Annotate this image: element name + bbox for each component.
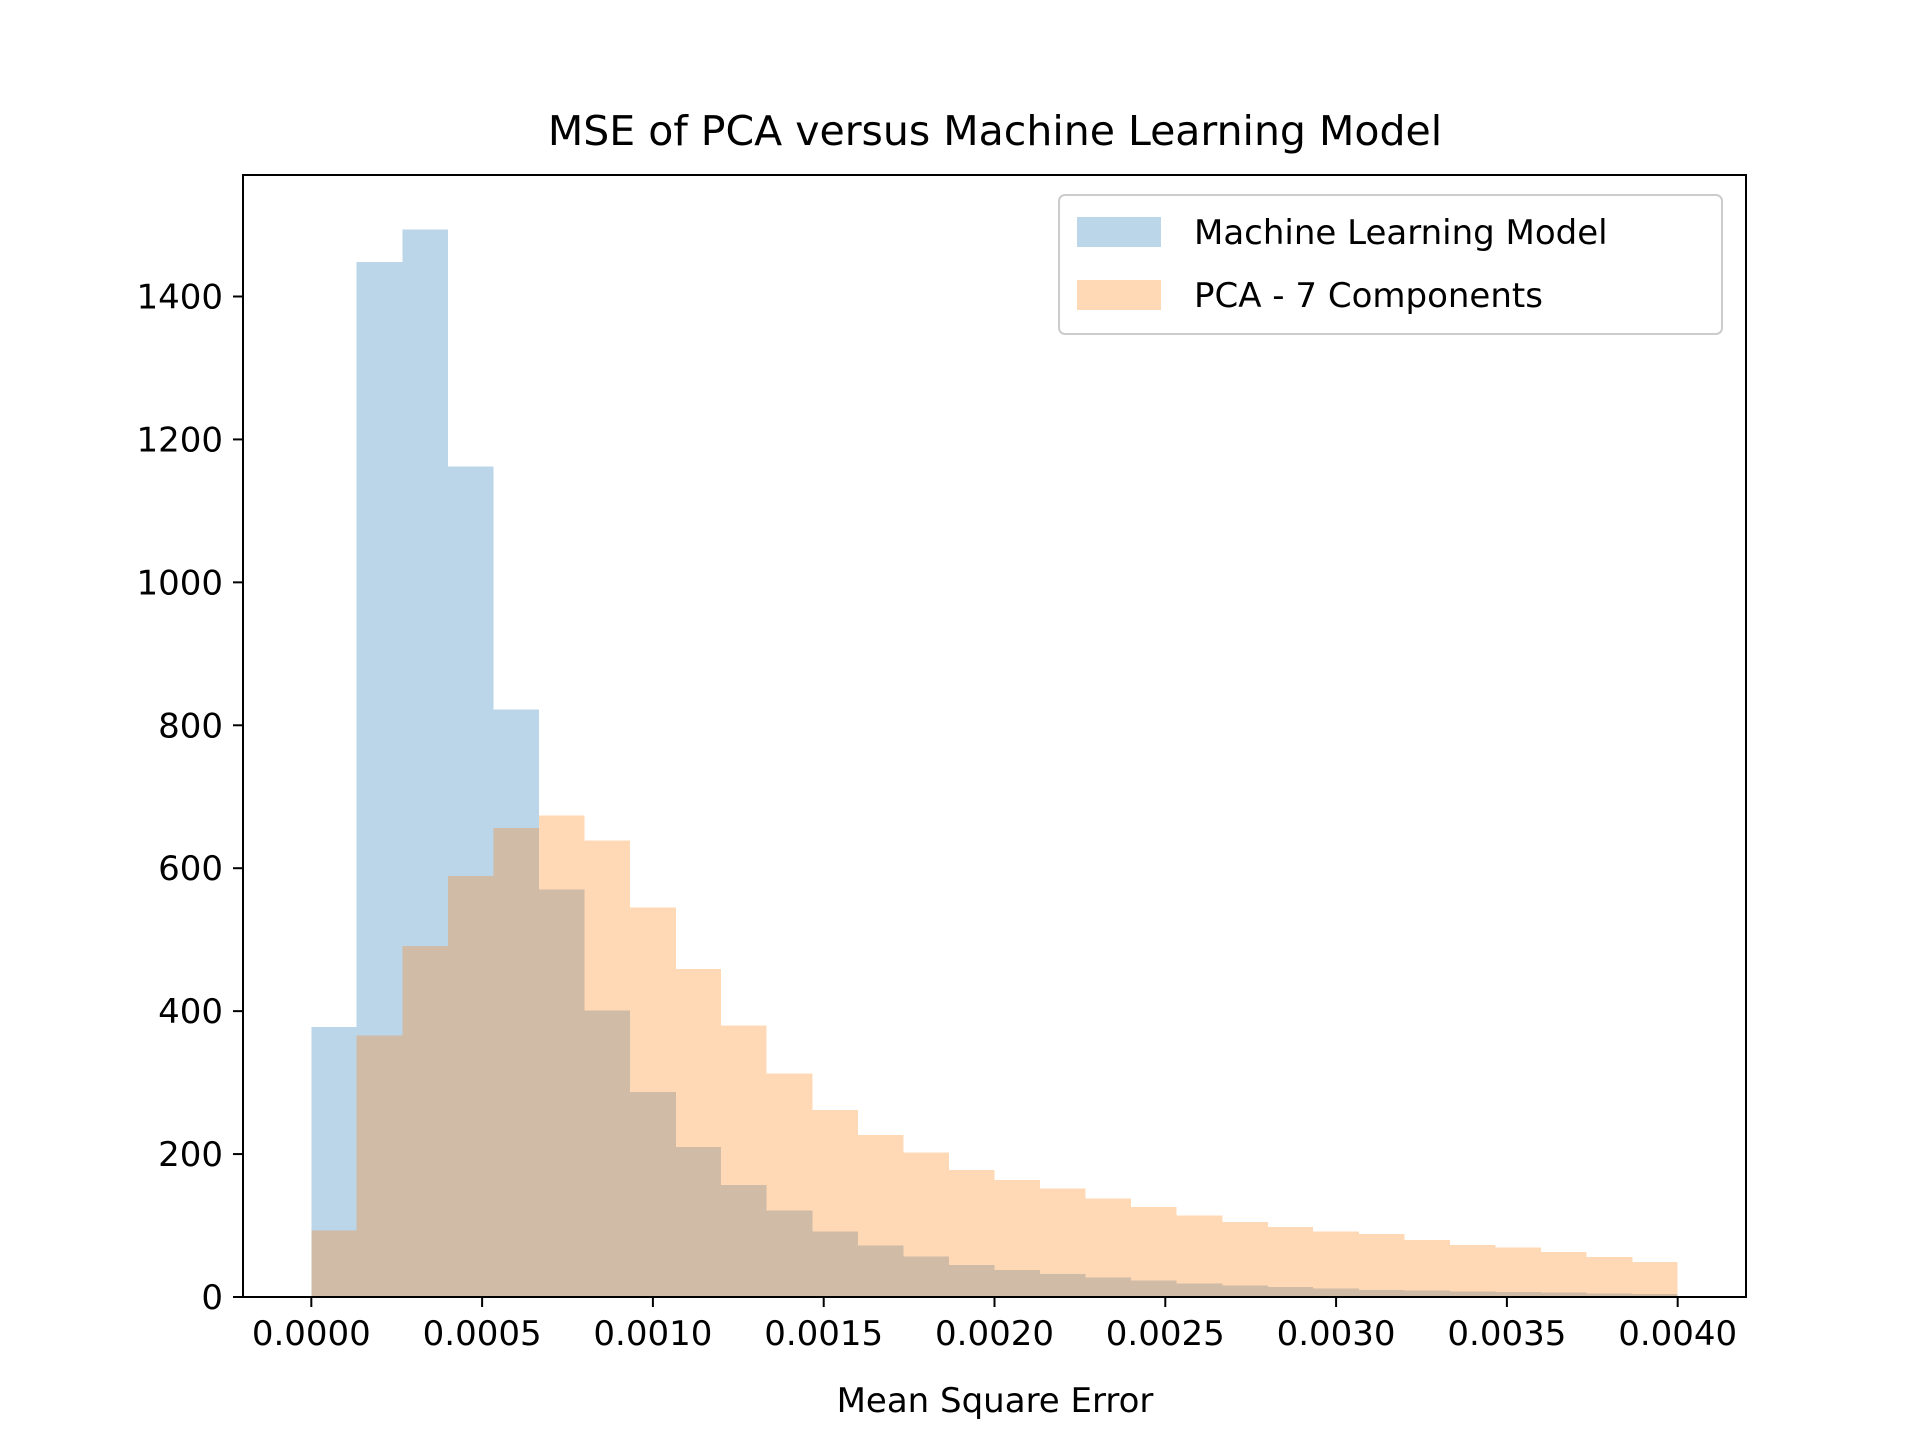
bar-pca-7-components-11	[812, 1109, 858, 1297]
bar-machine-learning-model-24	[1404, 1290, 1450, 1297]
bar-machine-learning-model-9	[721, 1184, 767, 1297]
bar-pca-7-components-8	[675, 968, 722, 1297]
bar-machine-learning-model-10	[766, 1210, 813, 1297]
bar-pca-7-components-3	[447, 876, 494, 1297]
x-tick-label: 0.0005	[423, 1314, 542, 1354]
bar-machine-learning-model-14	[949, 1264, 995, 1297]
y-tick-label: 800	[158, 706, 223, 746]
bar-machine-learning-model-7	[630, 1091, 676, 1297]
bar-machine-learning-model-12	[857, 1245, 904, 1297]
bar-machine-learning-model-17	[1085, 1277, 1132, 1297]
x-tick-label: 0.0015	[764, 1314, 883, 1354]
x-tick-label: 0.0025	[1106, 1314, 1225, 1354]
y-tick-label: 0	[201, 1278, 223, 1318]
legend-label-pca-7-components: PCA - 7 Components	[1194, 276, 1543, 316]
bar-machine-learning-model-1	[356, 262, 403, 1297]
plot-frame	[242, 174, 1747, 1298]
bar-machine-learning-model-21	[1267, 1286, 1314, 1297]
bar-pca-7-components-27	[1541, 1251, 1587, 1297]
bar-pca-7-components-20	[1222, 1221, 1268, 1297]
bar-pca-7-components-0	[311, 1230, 357, 1297]
bar-pca-7-components-25	[1449, 1244, 1496, 1297]
legend-swatch-machine-learning-model	[1077, 217, 1161, 247]
y-tick-label: 400	[158, 992, 223, 1032]
bar-pca-7-components-17	[1085, 1198, 1132, 1297]
bar-pca-7-components-13	[903, 1152, 950, 1297]
bars-layer	[311, 229, 1678, 1298]
bar-machine-learning-model-25	[1449, 1291, 1496, 1297]
bar-pca-7-components-22	[1313, 1231, 1359, 1297]
bar-machine-learning-model-26	[1495, 1291, 1542, 1297]
x-axis-title: Mean Square Error	[837, 1381, 1154, 1421]
bar-pca-7-components-9	[721, 1025, 767, 1297]
bar-machine-learning-model-6	[584, 1010, 631, 1297]
bar-machine-learning-model-13	[903, 1256, 950, 1297]
x-tick-label: 0.0020	[935, 1314, 1054, 1354]
bar-machine-learning-model-22	[1313, 1288, 1359, 1297]
bar-pca-7-components-14	[949, 1169, 995, 1297]
bar-machine-learning-model-3	[447, 466, 494, 1298]
x-axis: 0.0000 0.0005 0.0010 0.0015 0.0020 0.0025 0.00…	[252, 1297, 1737, 1354]
bar-pca-7-components-5	[539, 815, 585, 1297]
bar-pca-7-components-29	[1632, 1261, 1678, 1297]
bar-pca-7-components-26	[1495, 1247, 1542, 1297]
legend-swatch-pca-7-components	[1077, 280, 1161, 310]
bar-pca-7-components-24	[1404, 1239, 1450, 1297]
bar-machine-learning-model-4	[493, 709, 540, 1297]
chart-title: MSE of PCA versus Machine Learning Model	[548, 107, 1442, 155]
bar-machine-learning-model-23	[1358, 1289, 1405, 1297]
bar-machine-learning-model-29	[1632, 1294, 1678, 1297]
bar-machine-learning-model-16	[1039, 1274, 1086, 1297]
bar-pca-7-components-18	[1131, 1206, 1177, 1297]
x-tick-label: 0.0000	[252, 1314, 371, 1354]
y-tick-label: 600	[158, 849, 223, 889]
bar-pca-7-components-23	[1358, 1234, 1405, 1297]
bar-pca-7-components-4	[493, 828, 540, 1297]
y-axis: 0 200 400 600 800 1000 1200 1400	[136, 277, 243, 1318]
x-tick-label: 0.0040	[1618, 1314, 1737, 1354]
x-tick-label: 0.0030	[1277, 1314, 1396, 1354]
legend-label-machine-learning-model: Machine Learning Model	[1194, 213, 1608, 253]
legend: Machine Learning Model PCA - 7 Components	[1058, 194, 1723, 335]
bar-machine-learning-model-5	[539, 889, 585, 1297]
bar-machine-learning-model-2	[402, 229, 448, 1298]
bar-machine-learning-model-19	[1176, 1283, 1223, 1297]
bar-pca-7-components-2	[402, 946, 448, 1297]
bar-pca-7-components-15	[994, 1179, 1040, 1297]
y-tick-label: 1400	[136, 277, 223, 317]
bar-machine-learning-model-27	[1541, 1292, 1587, 1297]
bar-pca-7-components-6	[584, 840, 631, 1297]
bar-pca-7-components-16	[1039, 1188, 1086, 1297]
bar-machine-learning-model-0	[311, 1026, 357, 1297]
x-tick-label: 0.0035	[1447, 1314, 1566, 1354]
x-tick-label: 0.0010	[593, 1314, 712, 1354]
y-tick-label: 200	[158, 1135, 223, 1175]
legend-box	[1058, 194, 1723, 335]
bar-pca-7-components-28	[1586, 1256, 1633, 1297]
bar-pca-7-components-19	[1176, 1215, 1223, 1297]
bar-pca-7-components-12	[857, 1134, 904, 1297]
bar-pca-7-components-1	[356, 1035, 403, 1297]
bar-machine-learning-model-8	[675, 1146, 722, 1297]
bar-pca-7-components-21	[1267, 1226, 1314, 1297]
bar-machine-learning-model-20	[1222, 1285, 1268, 1297]
bar-machine-learning-model-11	[812, 1231, 858, 1297]
y-tick-label: 1000	[136, 563, 223, 603]
y-tick-label: 1200	[136, 420, 223, 460]
bar-pca-7-components-7	[630, 907, 676, 1297]
bar-machine-learning-model-18	[1131, 1280, 1177, 1297]
bar-pca-7-components-10	[766, 1073, 813, 1297]
bar-machine-learning-model-15	[994, 1269, 1040, 1297]
bar-machine-learning-model-28	[1586, 1293, 1633, 1297]
